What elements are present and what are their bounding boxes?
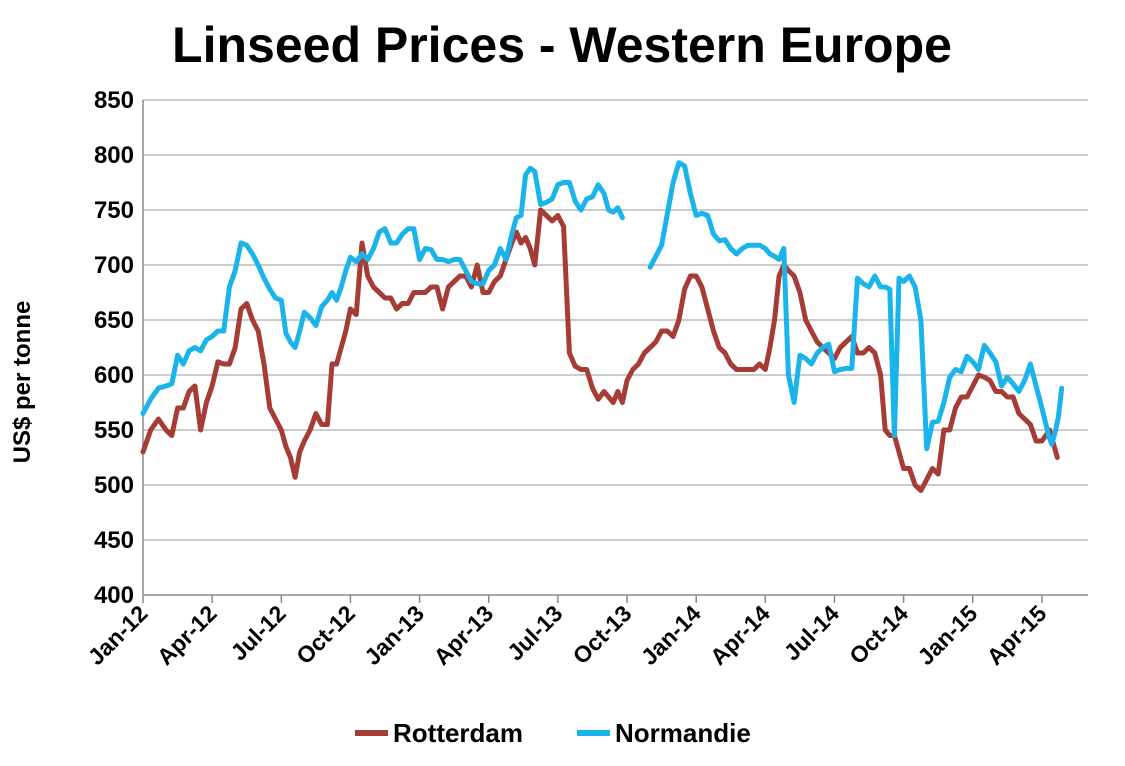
- series-line-normandie: [647, 160, 1065, 452]
- x-tick-label: Jan-13: [359, 600, 429, 670]
- x-tick-label: Apr-15: [982, 600, 1052, 670]
- y-tick-label: 650: [94, 307, 134, 334]
- y-tick-label: 450: [94, 527, 134, 554]
- x-axis-ticks: Jan-12 Apr-12 Jul-12 Oct-12 Jan-13 Apr-13 Jul-…: [83, 595, 1052, 670]
- x-tick-label: Jan-14: [636, 600, 706, 670]
- chart-title: Linseed Prices - Western Europe: [172, 17, 952, 73]
- legend-label-rotterdam: Rotterdam: [393, 718, 523, 748]
- y-tick-label: 850: [94, 87, 134, 114]
- x-tick-label: Jan-12: [83, 600, 153, 670]
- series-line-normandie: [140, 165, 625, 416]
- legend-label-normandie: Normandie: [615, 718, 751, 748]
- x-tick-label: Oct-13: [568, 600, 637, 669]
- y-axis-label: US$ per tonne: [9, 301, 36, 464]
- x-tick-label: Jul-12: [225, 600, 290, 665]
- y-tick-label: 800: [94, 142, 134, 169]
- y-axis-ticks: 400 450 500 550 600 650 700 750 800 850: [94, 87, 134, 609]
- y-tick-label: 750: [94, 197, 134, 224]
- y-tick-label: 400: [94, 582, 134, 609]
- y-tick-label: 500: [94, 472, 134, 499]
- series-lines: [140, 160, 1065, 493]
- y-tick-label: 550: [94, 417, 134, 444]
- x-tick-label: Jul-13: [502, 600, 567, 665]
- gridlines: [142, 99, 1088, 596]
- x-tick-label: Jul-14: [779, 600, 845, 666]
- x-tick-label: Apr-13: [428, 600, 498, 670]
- x-tick-label: Jan-15: [912, 600, 982, 670]
- x-tick-label: Oct-12: [291, 600, 360, 669]
- legend: Rotterdam Normandie: [355, 718, 751, 748]
- series-line-rotterdam: [140, 207, 1060, 493]
- x-tick-label: Oct-14: [844, 600, 913, 669]
- x-tick-label: Apr-12: [152, 600, 222, 670]
- y-tick-label: 700: [94, 252, 134, 279]
- y-tick-label: 600: [94, 362, 134, 389]
- x-tick-label: Apr-14: [705, 600, 775, 670]
